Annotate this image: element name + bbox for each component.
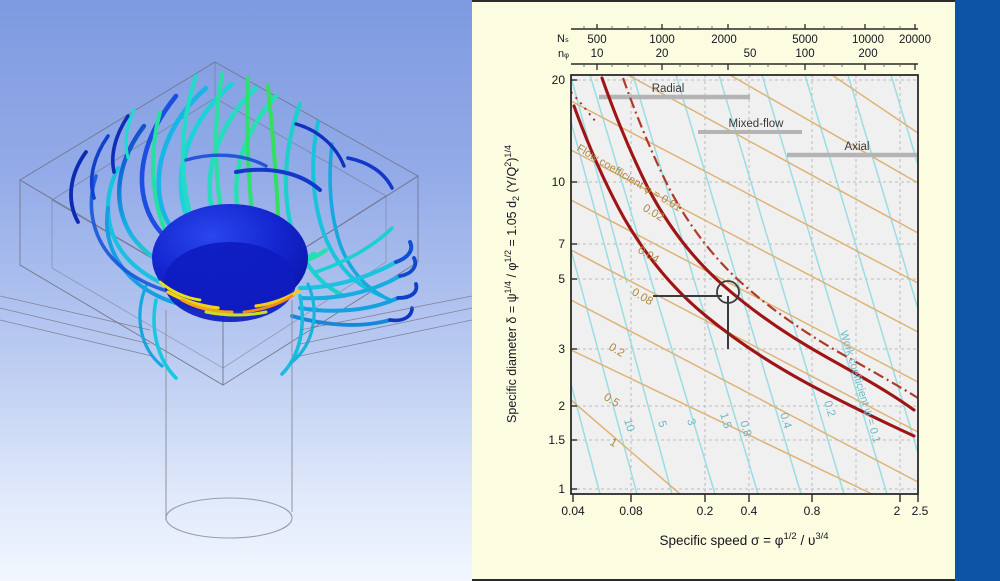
work-coefficient-label-0.4: 0.4 xyxy=(777,411,793,430)
work-coefficient-label-1.5: 1.5 xyxy=(717,411,733,430)
x-tick-2: 0.2 xyxy=(697,504,714,518)
flow-coefficient-lines xyxy=(570,74,919,495)
y-tick-4: 3 xyxy=(558,342,565,356)
x-tick-6: 2.5 xyxy=(912,504,929,518)
operating-point-marker[interactable] xyxy=(653,280,740,349)
region-label-radial: Radial xyxy=(652,83,685,95)
top-tick-ns-5: 20000 xyxy=(899,34,931,46)
y-tick-7: 1 xyxy=(558,482,565,496)
streamline-visualization xyxy=(0,0,472,581)
cordier-mean-line xyxy=(621,77,919,399)
y-axis-ticks xyxy=(571,79,577,490)
x-axis-ticks xyxy=(572,494,919,502)
work-coefficient-label-0.8: 0.8 xyxy=(737,419,753,438)
y-axis-title: Specific diameter δ = ψ1/4 / φ1/2 = 1.05… xyxy=(503,145,521,423)
region-markers xyxy=(599,94,918,158)
right-accent-bar xyxy=(955,0,1000,581)
cfd-viewport[interactable] xyxy=(0,0,472,581)
top-tick-nq-0: 10 xyxy=(591,48,604,60)
plot-frame xyxy=(570,74,919,495)
y-tick-5: 2 xyxy=(558,399,565,413)
vertical-gridlines xyxy=(630,75,901,494)
top-tick-ns-2: 2000 xyxy=(711,34,737,46)
cordier-band-upper xyxy=(600,76,916,412)
x-tick-1: 0.08 xyxy=(619,504,643,518)
x-tick-3: 0.4 xyxy=(741,504,758,518)
flow-coefficient-label-1: 1 xyxy=(607,436,619,450)
x-tick-0: 0.04 xyxy=(561,504,585,518)
work-coefficient-label-3: 3 xyxy=(684,417,697,427)
y-tick-0: 20 xyxy=(552,73,566,87)
top-tick-nq-2: 50 xyxy=(744,48,757,60)
x-tick-4: 0.8 xyxy=(804,504,821,518)
y-tick-3: 5 xyxy=(558,272,565,286)
cordier-diagram: Nₛ nᵩ 500 1000 2000 5000 10000 20000 10 … xyxy=(503,24,931,548)
cordier-diagram-panel: Nₛ nᵩ 500 1000 2000 5000 10000 20000 10 … xyxy=(472,0,955,581)
work-coefficient-label-10: 10 xyxy=(621,417,636,433)
downstream-streamlines xyxy=(169,296,288,536)
top-tick-ns-0: 500 xyxy=(587,34,606,46)
top-tick-ns-3: 5000 xyxy=(792,34,818,46)
region-label-mixed-flow: Mixed-flow xyxy=(729,118,785,130)
work-coefficient-label-5: 5 xyxy=(655,419,668,429)
lower-wireframe xyxy=(0,295,472,357)
top-axis-symbol-nq: nᵩ xyxy=(558,48,569,60)
svg-text:Specific diameter δ = ψ1/4 / φ: Specific diameter δ = ψ1/4 / φ1/2 = 1.05… xyxy=(503,145,521,423)
region-label-axial: Axial xyxy=(845,141,870,153)
work-coefficient-label-0.2: 0.2 xyxy=(821,399,837,418)
cordier-band-lower xyxy=(572,104,916,438)
top-axis xyxy=(571,24,918,70)
svg-text:Specific speed σ = φ1/2 / υ3/4: Specific speed σ = φ1/2 / υ3/4 xyxy=(659,531,828,548)
cordier-band-extension xyxy=(570,91,597,123)
x-tick-5: 2 xyxy=(894,504,901,518)
x-axis-title: Specific speed σ = φ1/2 / υ3/4 xyxy=(659,531,828,548)
top-tick-ns-4: 10000 xyxy=(852,34,884,46)
y-tick-6: 1.5 xyxy=(548,433,565,447)
y-tick-2: 7 xyxy=(558,237,565,251)
top-axis-symbol-ns: Nₛ xyxy=(557,33,569,45)
top-tick-nq-4: 200 xyxy=(858,48,877,60)
top-tick-nq-3: 100 xyxy=(795,48,814,60)
top-tick-ns-1: 1000 xyxy=(649,34,675,46)
top-tick-nq-1: 20 xyxy=(656,48,669,60)
work-coefficient-lines xyxy=(570,74,919,495)
y-tick-1: 10 xyxy=(552,175,566,189)
operating-point-circle[interactable] xyxy=(716,280,740,304)
descending-helix-streamlines xyxy=(138,282,316,380)
